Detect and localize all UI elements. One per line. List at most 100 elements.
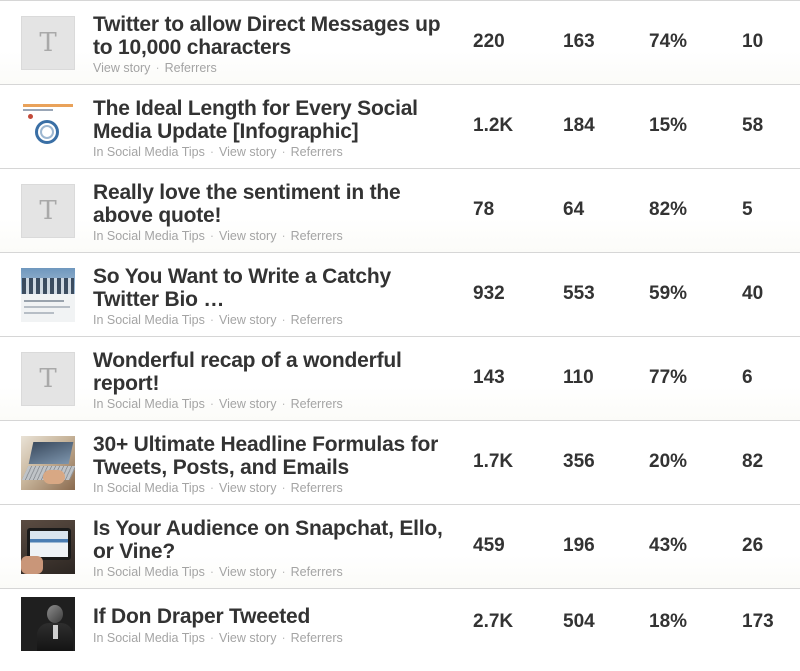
- thumb-graphic: [22, 278, 74, 294]
- view-story-link[interactable]: View story: [219, 313, 277, 327]
- thumb-graphic: [28, 442, 74, 464]
- referrers-link[interactable]: Referrers: [290, 229, 343, 243]
- stat-reads: 163: [563, 31, 595, 52]
- story-thumbnail-placeholder[interactable]: T: [21, 352, 75, 406]
- referrers-link[interactable]: Referrers: [290, 481, 343, 495]
- placeholder-letter: T: [39, 196, 57, 226]
- category-link[interactable]: In Social Media Tips: [93, 145, 205, 159]
- referrers-link[interactable]: Referrers: [290, 631, 343, 645]
- category-link[interactable]: In Social Media Tips: [93, 397, 205, 411]
- thumb-graphic: [23, 109, 53, 111]
- thumb-graphic: [35, 120, 59, 144]
- story-row: The Ideal Length for Every Social Media …: [0, 85, 800, 169]
- category-link[interactable]: In Social Media Tips: [93, 229, 205, 243]
- story-title[interactable]: Twitter to allow Direct Messages up to 1…: [93, 13, 441, 59]
- story-row: If Don Draper Tweeted In Social Media Ti…: [0, 589, 800, 659]
- story-title[interactable]: Is Your Audience on Snapchat, Ello, or V…: [93, 517, 443, 563]
- story-meta: In Social Media Tips · View story · Referrer…: [93, 631, 343, 645]
- stat-recommends: 58: [742, 115, 764, 136]
- story-thumbnail-image[interactable]: [21, 268, 75, 322]
- story-meta: In Social Media Tips · View story · Referrer…: [93, 481, 343, 495]
- stat-reads: 110: [563, 367, 594, 388]
- stat-read-ratio: 20%: [649, 451, 688, 472]
- story-meta: In Social Media Tips · View story · Referrer…: [93, 145, 343, 159]
- story-thumbnail-image[interactable]: [21, 597, 75, 651]
- stat-reads: 64: [563, 199, 585, 220]
- meta-separator: ·: [209, 565, 215, 579]
- story-row: T Really love the sentiment in the above…: [0, 169, 800, 253]
- stat-read-ratio: 59%: [649, 283, 688, 304]
- meta-separator: ·: [209, 313, 215, 327]
- stat-reads: 184: [563, 115, 595, 136]
- referrers-link[interactable]: Referrers: [290, 313, 343, 327]
- stat-views: 932: [473, 283, 505, 304]
- thumb-graphic: [23, 104, 73, 107]
- placeholder-letter: T: [39, 364, 57, 394]
- category-link[interactable]: In Social Media Tips: [93, 481, 205, 495]
- view-story-link[interactable]: View story: [219, 397, 277, 411]
- stat-read-ratio: 77%: [649, 367, 688, 388]
- stat-read-ratio: 43%: [649, 535, 688, 556]
- story-thumbnail-placeholder[interactable]: T: [21, 184, 75, 238]
- meta-separator: ·: [281, 481, 286, 495]
- story-title[interactable]: The Ideal Length for Every Social Media …: [93, 97, 418, 143]
- story-thumbnail-image[interactable]: [21, 100, 75, 154]
- story-thumbnail-image[interactable]: [21, 520, 75, 574]
- story-title[interactable]: Really love the sentiment in the above q…: [93, 181, 401, 227]
- category-link[interactable]: In Social Media Tips: [93, 313, 205, 327]
- story-thumbnail-image[interactable]: [21, 436, 75, 490]
- story-row: T Twitter to allow Direct Messages up to…: [0, 1, 800, 85]
- stat-views: 459: [473, 535, 505, 556]
- referrers-link[interactable]: Referrers: [164, 61, 217, 75]
- view-story-link[interactable]: View story: [93, 61, 151, 75]
- story-meta: In Social Media Tips · View story · Referrer…: [93, 397, 343, 411]
- thumb-graphic: [24, 306, 70, 308]
- story-row: So You Want to Write a Catchy Twitter Bi…: [0, 253, 800, 337]
- story-meta: In Social Media Tips · View story · Referrer…: [93, 229, 343, 243]
- meta-separator: ·: [281, 565, 286, 579]
- story-row: Is Your Audience on Snapchat, Ello, or V…: [0, 505, 800, 589]
- thumb-graphic: [28, 114, 33, 119]
- view-story-link[interactable]: View story: [219, 481, 277, 495]
- stat-recommends: 6: [742, 367, 753, 388]
- view-story-link[interactable]: View story: [219, 229, 277, 243]
- thumb-graphic: [47, 605, 63, 623]
- story-title[interactable]: So You Want to Write a Catchy Twitter Bi…: [93, 265, 391, 311]
- meta-separator: ·: [281, 631, 286, 645]
- story-row: T Wonderful recap of a wonderful report!…: [0, 337, 800, 421]
- story-meta: In Social Media Tips · View story · Referrer…: [93, 313, 343, 327]
- meta-separator: ·: [281, 145, 286, 159]
- meta-separator: ·: [281, 229, 286, 243]
- story-title[interactable]: Wonderful recap of a wonderful report!: [93, 349, 402, 395]
- placeholder-letter: T: [39, 28, 57, 58]
- stat-views: 78: [473, 199, 495, 220]
- meta-separator: ·: [209, 145, 215, 159]
- meta-separator: ·: [281, 313, 286, 327]
- story-title[interactable]: If Don Draper Tweeted: [93, 605, 311, 628]
- stat-reads: 196: [563, 535, 595, 556]
- referrers-link[interactable]: Referrers: [290, 565, 343, 579]
- story-thumbnail-placeholder[interactable]: T: [21, 16, 75, 70]
- stat-recommends: 82: [742, 451, 764, 472]
- view-story-link[interactable]: View story: [219, 631, 277, 645]
- stat-recommends: 10: [742, 31, 764, 52]
- meta-separator: ·: [155, 61, 160, 75]
- meta-separator: ·: [281, 397, 286, 411]
- thumb-graphic: [24, 300, 64, 302]
- meta-separator: ·: [209, 631, 215, 645]
- stat-read-ratio: 18%: [649, 611, 688, 632]
- stat-read-ratio: 15%: [649, 115, 688, 136]
- meta-separator: ·: [209, 397, 215, 411]
- view-story-link[interactable]: View story: [219, 565, 277, 579]
- referrers-link[interactable]: Referrers: [290, 145, 343, 159]
- category-link[interactable]: In Social Media Tips: [93, 565, 205, 579]
- category-link[interactable]: In Social Media Tips: [93, 631, 205, 645]
- stat-read-ratio: 82%: [649, 199, 688, 220]
- thumb-graphic: [21, 556, 43, 574]
- stat-recommends: 5: [742, 199, 753, 220]
- thumb-graphic: [30, 531, 68, 557]
- story-title[interactable]: 30+ Ultimate Headline Formulas for Tweet…: [93, 433, 439, 479]
- meta-separator: ·: [209, 481, 215, 495]
- view-story-link[interactable]: View story: [219, 145, 277, 159]
- referrers-link[interactable]: Referrers: [290, 397, 343, 411]
